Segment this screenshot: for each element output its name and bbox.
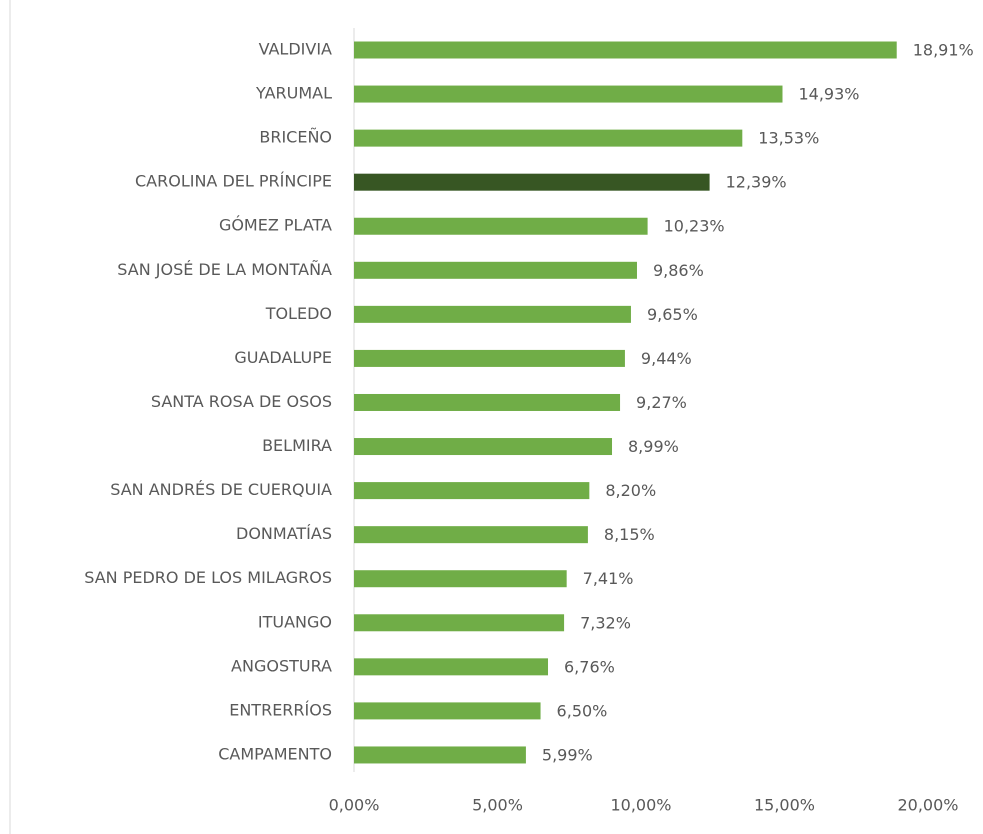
- value-label: 18,91%: [913, 41, 974, 60]
- x-tick-label: 5,00%: [472, 796, 523, 815]
- bar: [354, 614, 565, 632]
- bar: [354, 41, 897, 59]
- x-tick-label: 0,00%: [329, 796, 380, 815]
- bar: [354, 85, 783, 103]
- y-tick-label: YARUMAL: [255, 84, 332, 103]
- value-label: 13,53%: [758, 129, 819, 148]
- value-label: 7,41%: [583, 569, 634, 588]
- value-label: 10,23%: [664, 217, 725, 236]
- bar: [354, 438, 613, 456]
- bar: [354, 217, 648, 235]
- value-label: 12,39%: [726, 173, 787, 192]
- value-label: 7,32%: [580, 613, 631, 632]
- y-tick-label: VALDIVIA: [259, 40, 332, 59]
- bar: [354, 746, 526, 764]
- bar: [354, 349, 625, 367]
- y-tick-label: CAROLINA DEL PRÍNCIPE: [135, 172, 332, 191]
- x-tick-label: 15,00%: [754, 796, 815, 815]
- y-tick-label: SAN PEDRO DE LOS MILAGROS: [84, 568, 332, 587]
- bar: [354, 570, 567, 588]
- value-label: 9,27%: [636, 393, 687, 412]
- y-tick-label: DONMATÍAS: [236, 524, 332, 543]
- y-tick-label: TOLEDO: [265, 304, 332, 323]
- bar: [354, 658, 549, 676]
- bar: [354, 702, 541, 720]
- y-tick-label: BELMIRA: [262, 436, 332, 455]
- y-tick-label: GUADALUPE: [234, 348, 332, 367]
- value-label: 8,15%: [604, 525, 655, 544]
- y-tick-label: SANTA ROSA DE OSOS: [151, 392, 332, 411]
- bar: [354, 526, 588, 544]
- value-label: 6,76%: [564, 657, 615, 676]
- bar: [354, 393, 621, 411]
- y-tick-label: SAN ANDRÉS DE CUERQUIA: [110, 480, 332, 499]
- value-label: 8,99%: [628, 437, 679, 456]
- x-tick-label: 10,00%: [610, 796, 671, 815]
- bar: [354, 129, 743, 147]
- value-label: 9,65%: [647, 305, 698, 324]
- y-tick-label: BRICEÑO: [259, 128, 332, 147]
- value-label: 8,20%: [605, 481, 656, 500]
- bar: [354, 482, 590, 500]
- y-tick-label: SAN JOSÉ DE LA MONTAÑA: [117, 260, 332, 279]
- y-tick-label: ENTRERRÍOS: [229, 700, 332, 719]
- value-label: 9,44%: [641, 349, 692, 368]
- value-label: 14,93%: [798, 85, 859, 104]
- value-label: 5,99%: [542, 745, 593, 764]
- bar: [354, 173, 710, 191]
- x-tick-label: 20,00%: [897, 796, 958, 815]
- bar: [354, 305, 631, 323]
- y-tick-label: CAMPAMENTO: [218, 744, 332, 763]
- y-tick-label: ANGOSTURA: [231, 656, 332, 675]
- value-label: 6,50%: [557, 701, 608, 720]
- bar: [354, 261, 637, 279]
- y-tick-label: GÓMEZ PLATA: [219, 216, 332, 235]
- value-label: 9,86%: [653, 261, 704, 280]
- y-tick-label: ITUANGO: [258, 612, 332, 631]
